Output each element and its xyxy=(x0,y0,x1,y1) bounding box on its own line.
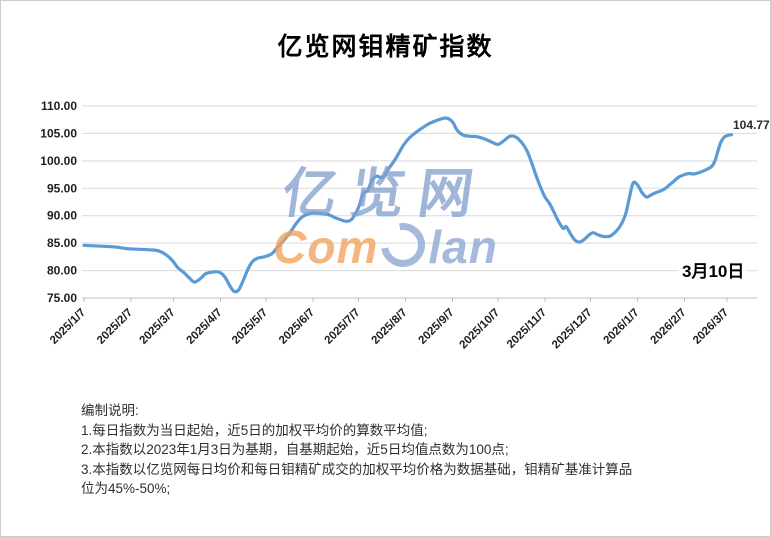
y-axis-label: 105.00 xyxy=(40,126,77,140)
y-axis-label: 110.00 xyxy=(41,99,77,113)
last-value-label: 104.77 xyxy=(732,118,770,132)
x-axis-label: 2026/1/7 xyxy=(602,307,642,347)
x-axis-label: 2026/3/7 xyxy=(691,307,731,347)
chart-title: 亿览网钼精矿指数 xyxy=(277,34,494,61)
x-axis-label: 2025/4/7 xyxy=(184,307,224,347)
note-line: 位为45%-50%; xyxy=(81,481,171,496)
x-axis-label: 2025/9/7 xyxy=(416,307,456,347)
y-axis-label: 85.00 xyxy=(47,236,77,250)
x-axis-label: 2025/5/7 xyxy=(230,307,270,347)
note-line: 编制说明: xyxy=(81,403,139,418)
y-axis-label: 90.00 xyxy=(47,209,77,223)
x-axis-label: 2025/2/7 xyxy=(95,307,135,347)
notes-block: 编制说明: 1.每日指数为当日起始，近5日的加权平均价的算数平均值; 2.本指数以2… xyxy=(81,401,632,499)
note-line: 3.本指数以亿览网每日均价和每日钼精矿成交的加权平均价格为数据基础，钼精矿基准计… xyxy=(81,461,633,477)
x-axis-label: 2025/8/7 xyxy=(369,307,409,347)
y-axis-label: 75.00 xyxy=(47,291,77,305)
y-axis-label: 100.00 xyxy=(40,154,77,168)
x-axis-label: 2025/6/7 xyxy=(277,307,317,347)
x-axis-label: 2025/10/7 xyxy=(457,307,502,352)
note-line: 2.本指数以2023年1月3日为基期，自基期起始，近5日均值点数为100点; xyxy=(81,442,509,457)
x-axis-label: 2025/11/7 xyxy=(505,307,549,351)
x-axis-label: 2025/7/7 xyxy=(322,307,362,347)
y-axis-label: 95.00 xyxy=(47,181,77,195)
x-axis-label: 2025/12/7 xyxy=(550,307,595,352)
y-axis-label: 80.00 xyxy=(47,264,77,278)
index-line-series xyxy=(82,116,734,294)
x-axis-label: 2025/3/7 xyxy=(137,307,177,347)
x-axis-label: 2025/1/7 xyxy=(48,307,88,347)
note-line: 1.每日指数为当日起始，近5日的加权平均价的算数平均值; xyxy=(81,422,428,438)
date-annotation: 3月10日 xyxy=(679,257,748,282)
x-axis-label: 2026/2/7 xyxy=(649,307,689,347)
